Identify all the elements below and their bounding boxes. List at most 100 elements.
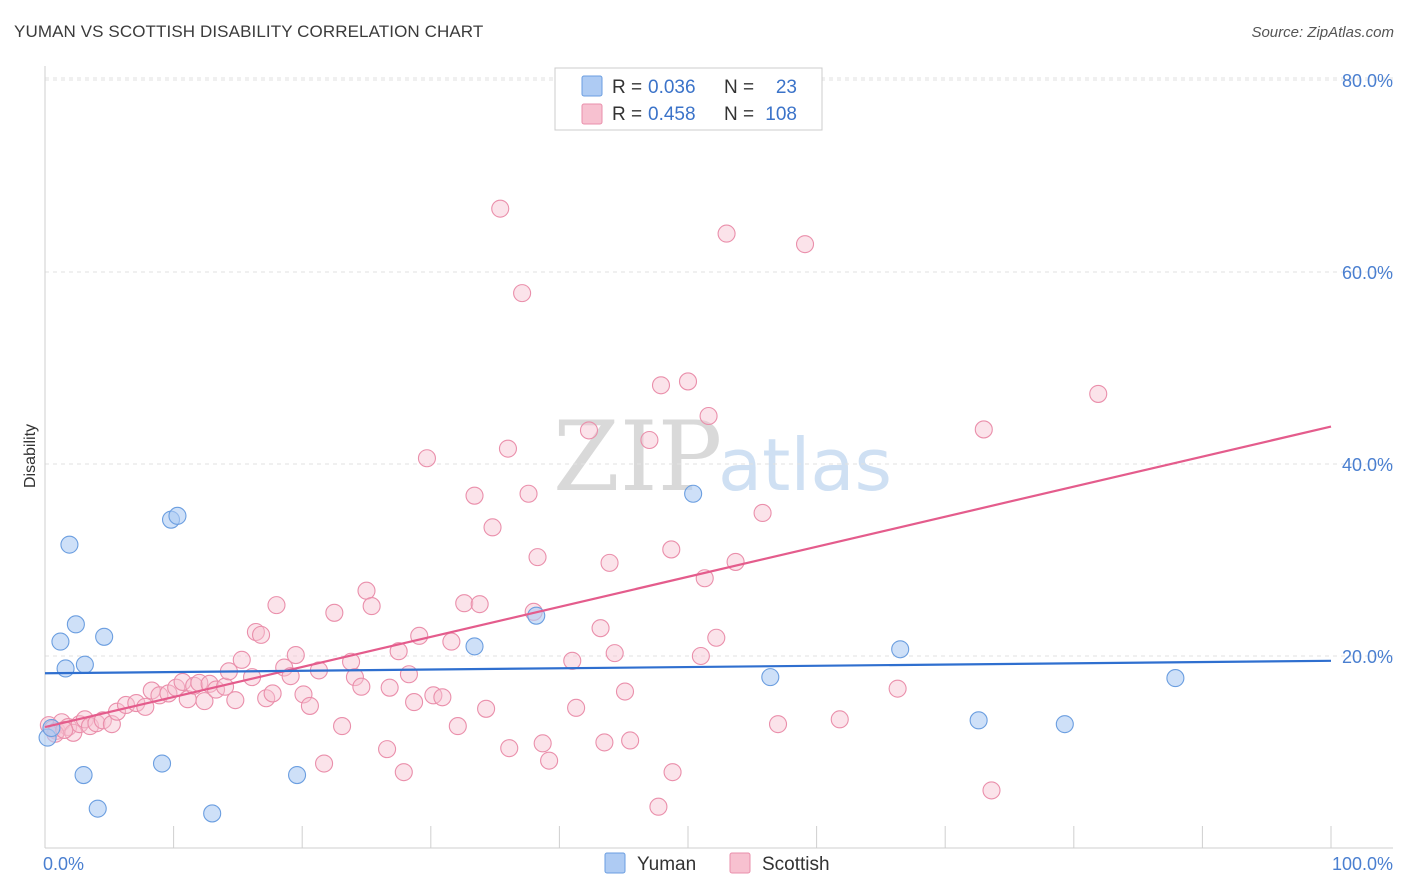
stats-legend: R = 0.036 N = 23 R = 0.458 N = 108 [554, 67, 823, 131]
x-tick-label: 100.0% [1332, 854, 1393, 874]
y-tick-label: 80.0% [1342, 71, 1393, 91]
legend-n-label-scottish: N = [724, 104, 754, 125]
y-tick-label: 20.0% [1342, 647, 1393, 667]
chart-title: YUMAN VS SCOTTISH DISABILITY CORRELATION… [14, 22, 484, 41]
x-tick-label: 0.0% [43, 854, 84, 874]
legend-r-label-yuman: R = [612, 77, 642, 98]
scottish-point [362, 597, 381, 616]
legend-r-value-scottish: 0.458 [648, 104, 696, 125]
series-legend-label-scottish: Scottish [762, 854, 830, 875]
scottish-trend-line [44, 425, 1332, 729]
scottish-point [621, 731, 640, 750]
scottish-point [315, 754, 334, 773]
scottish-point [345, 668, 364, 687]
yuman-point [527, 606, 546, 625]
scottish-point [394, 763, 413, 782]
scottish-point [567, 698, 586, 717]
y-tick-label: 60.0% [1342, 263, 1393, 283]
yuman-point [168, 506, 187, 525]
scottish-point [378, 740, 397, 759]
scottish-point [251, 625, 271, 644]
scottish-point [699, 406, 718, 426]
y-tick-label: 40.0% [1342, 455, 1393, 475]
scottish-point [600, 553, 619, 572]
scottish-point [651, 376, 671, 395]
yuman-point [969, 711, 988, 730]
scottish-point [477, 699, 496, 718]
scottish-point [185, 676, 204, 695]
legend-r-value-yuman: 0.036 [648, 77, 696, 98]
yuman-point [60, 535, 79, 554]
scottish-point [663, 763, 682, 782]
scottish-point [768, 715, 788, 734]
scottish-point [533, 734, 552, 753]
source-credit: Source: ZipAtlas.com [1251, 24, 1394, 41]
scottish-point [563, 651, 582, 670]
trend-lines [44, 425, 1332, 729]
yuman-point [51, 632, 70, 651]
scottish-point [830, 710, 849, 729]
scottish-point [519, 484, 538, 503]
scottish-point [232, 650, 251, 669]
scottish-point [442, 632, 461, 651]
scottish-point [691, 646, 710, 666]
scottish-points [39, 199, 1108, 816]
scottish-point [455, 594, 474, 613]
scottish-point [605, 644, 624, 663]
watermark-atlas: atlas [718, 423, 892, 507]
scottish-point [352, 677, 371, 696]
scottish-point [448, 717, 467, 736]
yuman-trend-line [44, 659, 1332, 675]
scottish-point [498, 439, 518, 458]
scottish-point [433, 688, 452, 707]
scottish-point [300, 696, 319, 715]
scottish-point [1089, 384, 1108, 403]
yuman-point [75, 655, 94, 674]
scottish-point [795, 235, 815, 254]
scottish-point [470, 595, 489, 614]
scottish-point [267, 596, 286, 615]
yuman-point [74, 765, 93, 785]
scottish-point [707, 628, 726, 647]
yuman-point [891, 640, 910, 659]
y-axis-label: Disability [22, 424, 39, 488]
scottish-point [294, 685, 313, 704]
scottish-point [678, 372, 698, 391]
yuman-point [465, 637, 484, 656]
scottish-point [888, 679, 907, 698]
scottish-point [380, 678, 399, 697]
series-legend-swatch-yuman [604, 852, 626, 874]
scottish-point [640, 430, 659, 450]
scottish-point [982, 781, 1001, 800]
yuman-point [95, 627, 114, 646]
scottish-point [662, 540, 681, 559]
legend-n-label-yuman: N = [724, 77, 754, 98]
scottish-point [195, 692, 214, 711]
scottish-point [483, 518, 502, 537]
tick-labels: 20.0% 40.0% 60.0% 80.0% 0.0% 100.0% [43, 71, 1393, 874]
scottish-point [246, 622, 265, 642]
scottish-point [649, 797, 668, 816]
series-legend: Yuman Scottish [604, 852, 830, 875]
scottish-point [389, 642, 408, 661]
yuman-point [288, 765, 307, 785]
scottish-point [226, 691, 245, 710]
legend-n-value-yuman: 23 [776, 77, 797, 98]
yuman-point [761, 668, 780, 687]
yuman-point [1055, 715, 1074, 734]
yuman-point [66, 615, 85, 634]
legend-r-label-scottish: R = [612, 104, 642, 125]
scottish-point [325, 603, 344, 622]
scottish-point [286, 645, 305, 665]
legend-swatch-scottish [581, 103, 603, 125]
watermark: ZIP atlas [553, 401, 892, 513]
scottish-point [357, 581, 376, 600]
scottish-point [465, 486, 484, 505]
scottish-point [615, 682, 635, 701]
scottish-point [333, 717, 352, 736]
scottish-point [491, 199, 510, 218]
scottish-point [417, 449, 436, 468]
scottish-point [399, 665, 418, 684]
scottish-point [93, 711, 112, 730]
scottish-point [540, 751, 559, 770]
